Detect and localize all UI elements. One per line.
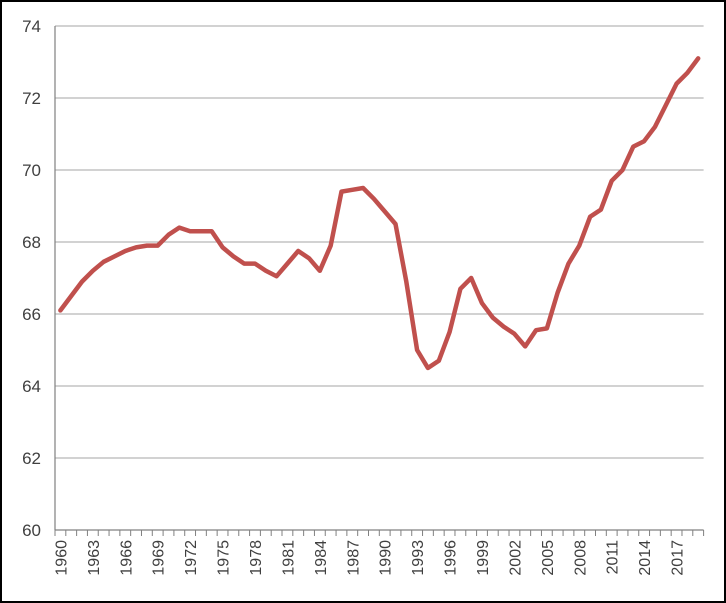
x-tick-label: 1996	[443, 540, 460, 576]
y-tick-label: 62	[22, 449, 41, 468]
y-tick-label: 68	[22, 233, 41, 252]
x-tick-label: 1987	[345, 540, 362, 576]
x-tick-label: 1966	[118, 540, 135, 576]
x-tick-label: 1981	[280, 540, 297, 576]
x-tick-label: 1999	[475, 540, 492, 576]
x-tick-label: 1984	[313, 540, 330, 576]
y-tick-label: 74	[22, 17, 41, 36]
x-tick-label: 1975	[216, 540, 233, 576]
y-tick-label: 64	[22, 377, 41, 396]
y-tick-label: 66	[22, 305, 41, 324]
x-tick-label: 2008	[572, 540, 589, 576]
x-tick-label: 1990	[378, 540, 395, 576]
x-tick-label: 1963	[86, 540, 103, 576]
x-tick-label: 2002	[507, 540, 524, 576]
x-tick-label: 2014	[637, 540, 654, 576]
x-tick-label: 1993	[410, 540, 427, 576]
y-tick-label: 60	[22, 521, 41, 540]
y-tick-label: 72	[22, 89, 41, 108]
x-tick-label: 1978	[248, 540, 265, 576]
x-tick-label: 1960	[53, 540, 70, 576]
x-tick-label: 1972	[183, 540, 200, 576]
x-tick-label: 2005	[540, 540, 557, 576]
x-tick-label: 1969	[151, 540, 168, 576]
x-tick-label: 2011	[605, 540, 622, 575]
x-tick-label: 2017	[670, 540, 687, 576]
data-series-line	[58, 56, 701, 371]
y-tick-label: 70	[22, 161, 41, 180]
